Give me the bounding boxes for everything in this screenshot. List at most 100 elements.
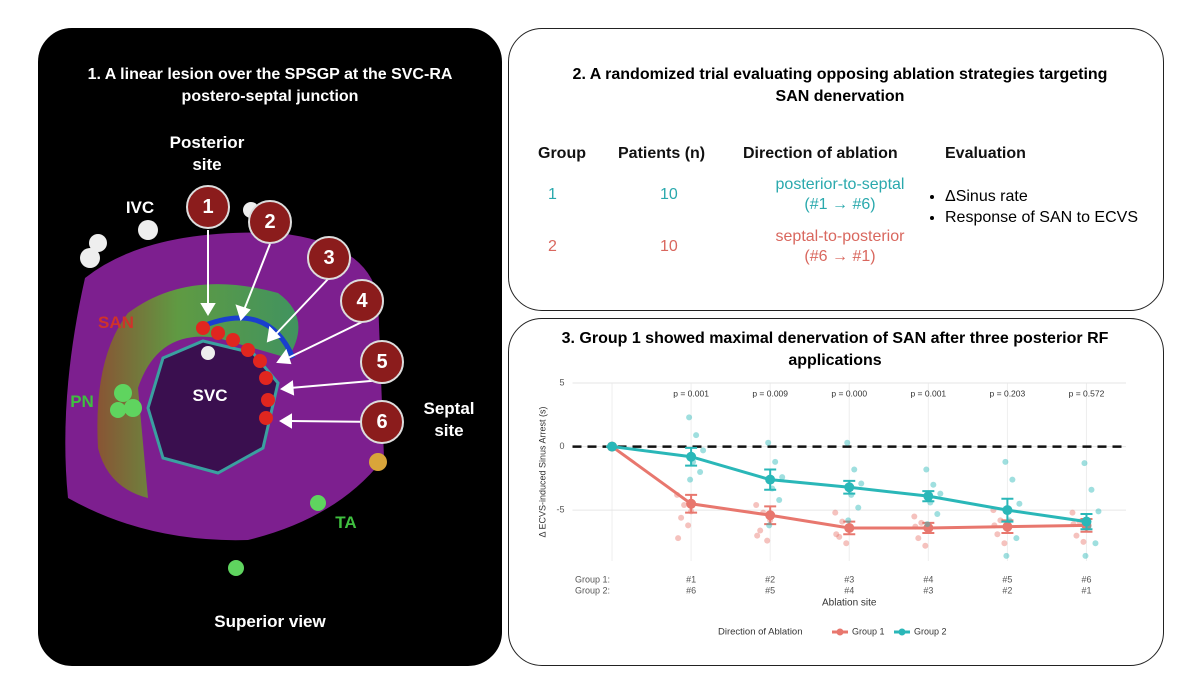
table-cell: posterior-to-septal: [775, 176, 905, 193]
p-value: p = 0.009: [752, 388, 788, 398]
legend-swatch: [898, 628, 906, 636]
data-point: [765, 439, 772, 446]
data-point: [779, 474, 786, 481]
table-cell: (#1 → #6): [804, 196, 876, 213]
p-value: p = 0.001: [910, 388, 946, 398]
legend-title: Direction of Ablation: [718, 627, 803, 638]
data-point: [1082, 552, 1089, 559]
data-point: [1002, 458, 1009, 465]
panel-title: 2. A randomized trial evaluating opposin…: [572, 66, 1108, 105]
data-point: [1013, 535, 1020, 542]
data-point: [934, 510, 941, 517]
legend-swatch: [836, 628, 844, 636]
legend-label: Group 1: [852, 626, 885, 636]
p-value: p = 0.000: [831, 388, 867, 398]
x-tick-label: #3: [844, 574, 854, 584]
data-point: [844, 439, 851, 446]
label: TA: [335, 513, 357, 532]
mean-point: [686, 498, 697, 509]
data-point: [764, 537, 771, 544]
x-row-label: Group 2:: [575, 585, 610, 595]
mean-point: [923, 522, 934, 533]
x-tick-label: #6: [1081, 574, 1091, 584]
evaluation-item: Response of SAN to ECVS: [945, 207, 1175, 228]
data-point: [678, 514, 685, 521]
data-point: [685, 522, 692, 529]
mean-point: [607, 441, 618, 452]
legend-label: Group 2: [914, 626, 947, 636]
label: Superior view: [214, 612, 326, 631]
label: SVC: [192, 386, 228, 405]
data-point: [833, 531, 840, 538]
data-point: [693, 432, 700, 439]
site-marker: 1: [186, 185, 230, 229]
label: IVC: [125, 198, 155, 217]
data-point: [843, 540, 850, 547]
table-header: Group: [538, 145, 586, 162]
mean-point: [844, 482, 855, 493]
table-header: Evaluation: [945, 145, 1026, 162]
x-tick-label: #5: [765, 585, 775, 595]
data-point: [1095, 508, 1102, 515]
chart-title: 3. Group 1 showed maximal denervation of…: [561, 330, 1109, 369]
panel-title: 1. A linear lesion over the SPSGP at the…: [87, 66, 453, 105]
heart-image: [65, 202, 387, 576]
site-marker: 6: [360, 400, 404, 444]
x-axis-label: Ablation site: [822, 598, 877, 609]
data-point: [922, 542, 929, 549]
data-point: [1073, 532, 1080, 539]
panel-3: [508, 318, 1164, 666]
data-point: [772, 458, 779, 465]
data-point: [858, 480, 865, 487]
mean-point: [844, 522, 855, 533]
data-point: [851, 466, 858, 473]
data-point: [911, 513, 918, 520]
data-point: [1069, 509, 1076, 516]
x-tick-label: #4: [923, 574, 933, 584]
mean-point: [1081, 516, 1092, 527]
label: Septal site: [423, 399, 475, 440]
data-point: [915, 535, 922, 542]
p-value: p = 0.203: [990, 388, 1026, 398]
table-header: Direction of ablation: [743, 145, 898, 162]
table-cell: 1: [548, 186, 557, 203]
data-point: [924, 521, 931, 528]
x-tick-label: #6: [686, 585, 696, 595]
x-tick-label: #1: [1081, 585, 1091, 595]
data-point: [675, 535, 682, 542]
data-point: [754, 532, 761, 539]
data-point: [687, 476, 694, 483]
data-point: [923, 466, 930, 473]
data-point: [845, 517, 852, 524]
data-point: [686, 414, 693, 421]
y-tick-label: -5: [556, 505, 564, 515]
table-cell: (#6 → #1): [804, 248, 876, 265]
label: PN: [70, 392, 94, 411]
x-tick-label: #3: [923, 585, 933, 595]
table-cell: 10: [660, 238, 678, 255]
mean-point: [686, 451, 697, 462]
label: Posterior site: [169, 133, 245, 174]
evaluation-item: ΔSinus rate: [945, 186, 1175, 207]
data-point: [681, 502, 688, 509]
evaluation-list: ΔSinus rate Response of SAN to ECVS: [925, 176, 1175, 228]
mean-point: [1002, 521, 1013, 532]
site-marker: 2: [248, 200, 292, 244]
x-tick-label: #2: [1002, 585, 1012, 595]
data-point: [937, 490, 944, 497]
x-tick-label: #5: [1002, 574, 1012, 584]
x-row-label: Group 1:: [575, 574, 610, 584]
table-cell: 10: [660, 186, 678, 203]
data-point: [700, 447, 707, 454]
x-tick-label: #4: [844, 585, 854, 595]
label: SAN: [98, 313, 134, 332]
data-point: [832, 509, 839, 516]
data-point: [839, 518, 846, 525]
y-axis-label: Δ ECVS-induced Sinus Arrest (s): [537, 406, 547, 537]
data-point: [766, 522, 773, 529]
data-point: [1081, 460, 1088, 467]
data-point: [1080, 538, 1087, 545]
table-cell: septal-to-posterior: [775, 228, 905, 245]
y-tick-label: 0: [559, 441, 564, 451]
